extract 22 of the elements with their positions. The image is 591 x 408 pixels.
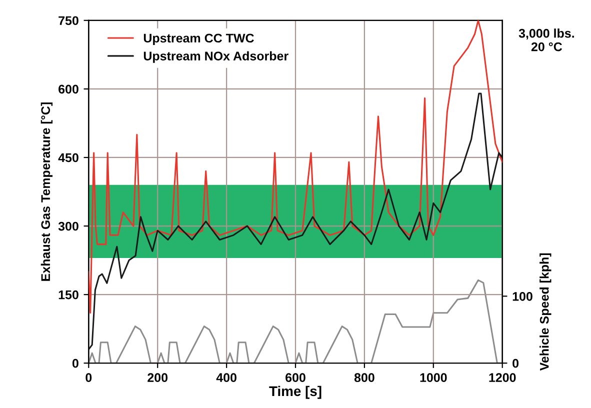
x-tick-label: 0 — [86, 373, 92, 382]
legend-label: Upstream NOx Adsorber — [144, 51, 288, 63]
y-tick-label: 300 — [58, 222, 78, 231]
x-tick-label: 800 — [354, 373, 374, 382]
y-axis-title: Exhaust Gas Temperature [°C] — [40, 102, 53, 281]
x-tick-label: 1000 — [420, 373, 447, 382]
x-tick-label: 600 — [286, 373, 306, 382]
y2-tick-label: 0 — [512, 358, 519, 368]
legend-label: Upstream CC TWC — [144, 34, 254, 46]
y-tick-label: 750 — [58, 16, 78, 26]
y-tick-label: 150 — [58, 290, 78, 300]
y-tick-label: 450 — [58, 153, 78, 162]
x-axis-title: Time [s] — [269, 386, 322, 399]
line-series — [88, 92, 502, 350]
x-tick-label: 1200 — [489, 373, 516, 382]
y2-axis-title: Vehicle Speed [kph] — [540, 253, 552, 371]
x-tick-label: 200 — [148, 373, 168, 382]
y2-tick-label: 100 — [512, 292, 532, 301]
text: 3,000 lbs. 20 °C — [518, 28, 574, 52]
x-tick-label: 400 — [216, 373, 236, 382]
y-tick-label: 600 — [58, 84, 78, 94]
y-tick-label: 0 — [72, 358, 78, 368]
